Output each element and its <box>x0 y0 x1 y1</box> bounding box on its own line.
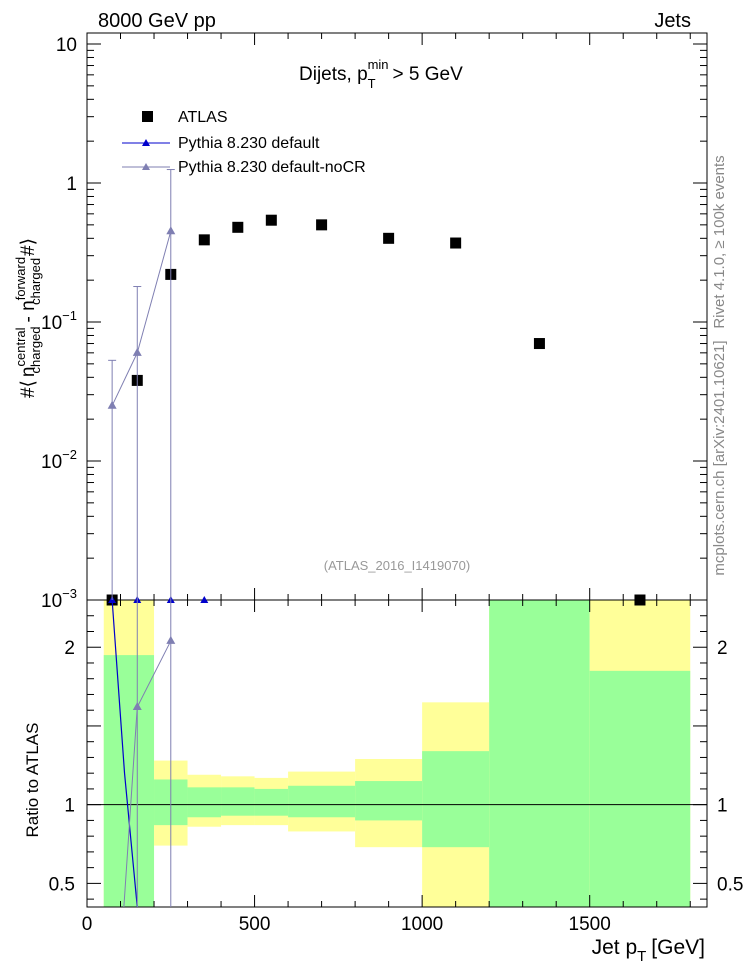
source-label: mcplots.cern.ch [arXiv:2401.10621] <box>711 340 728 575</box>
x-tick-label: 500 <box>239 914 271 935</box>
main-y-tick-label: 10−3 <box>41 586 77 612</box>
ratio-band-inner <box>187 787 222 818</box>
ratio-band-inner <box>254 788 289 816</box>
x-axis-label: Jet pT [GeV] <box>592 936 705 965</box>
x-tick-label: 1000 <box>401 914 443 935</box>
atlas-point <box>198 234 210 246</box>
main-y-label: #⟨ncentralcharged- nforwardcharged#⟩ <box>13 238 43 398</box>
default-point <box>200 596 209 603</box>
atlas-point <box>450 237 462 249</box>
analysis-annotation: (ATLAS_2016_I1419070) <box>324 558 470 573</box>
ratio-y-tick-label: 0.5 <box>49 874 75 895</box>
nocr-point <box>107 400 117 409</box>
ratio-band-inner <box>288 785 356 818</box>
rivet-label: Rivet 4.1.0, ≥ 100k events <box>711 155 728 328</box>
ratio-band-inner <box>589 670 691 907</box>
atlas-point <box>533 338 545 350</box>
category-label: Jets <box>654 10 691 32</box>
x-tick-label: 1500 <box>569 914 611 935</box>
x-tick-label: 0 <box>82 914 93 935</box>
legend-nocr-marker <box>142 163 150 170</box>
ratio-default-line <box>111 599 138 908</box>
ratio-band-inner <box>355 781 423 821</box>
ratio-band-inner <box>103 655 155 907</box>
ratio-band-inner <box>422 751 490 848</box>
plot-layer <box>86 32 708 908</box>
ratio-frame <box>86 599 708 908</box>
atlas-point <box>232 221 244 233</box>
ratio-y-tick-label: 1 <box>64 796 75 817</box>
legend-atlas-marker <box>142 111 153 122</box>
legend-default-label: Pythia 8.230 default <box>178 135 320 152</box>
main-y-tick-label: 10−2 <box>41 447 77 473</box>
atlas-point <box>383 232 395 244</box>
nocr-point <box>166 226 176 235</box>
atlas-point <box>265 214 277 226</box>
ratio-y-tick-label-right: 2 <box>717 638 728 659</box>
legend-default-marker <box>142 139 150 146</box>
main-y-tick-label: 10 <box>56 35 77 56</box>
ratio-y-tick-label: 2 <box>64 638 75 659</box>
ratio-y-tick-label-right: 0.5 <box>717 874 743 895</box>
ratio-band-inner <box>489 600 590 907</box>
main-y-tick-label: 1 <box>66 174 77 195</box>
main-y-tick-label: 10−1 <box>41 308 77 334</box>
ratio-y-label: Ratio to ATLAS <box>23 723 42 838</box>
atlas-point <box>316 219 328 231</box>
plot-title: Dijets, pTmin > 5 GeV <box>299 57 463 91</box>
legend: ATLAS Pythia 8.230 default Pythia 8.230 … <box>122 109 366 176</box>
nocr-point <box>132 347 142 356</box>
legend-atlas-label: ATLAS <box>178 109 228 126</box>
atlas-point <box>634 594 646 606</box>
ratio-band-inner <box>221 787 255 816</box>
ratio-nocr-point <box>166 635 176 644</box>
ratio-nocr-point <box>132 702 142 711</box>
ratio-y-tick-label-right: 1 <box>717 796 728 817</box>
energy-label: 8000 GeV pp <box>98 10 216 32</box>
legend-nocr-label: Pythia 8.230 default-noCR <box>178 159 366 176</box>
